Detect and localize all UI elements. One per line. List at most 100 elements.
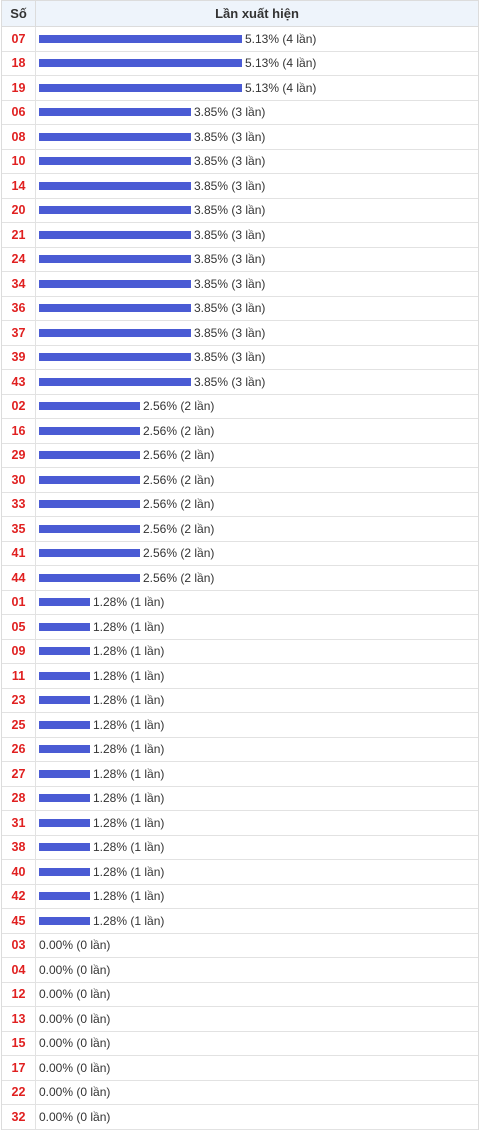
frequency-bar [39, 328, 191, 337]
bar-value-label: 0.00% (0 lần) [39, 962, 111, 977]
table-row: 26 1.28% (1 lần) [2, 737, 478, 762]
table-row: 02 2.56% (2 lần) [2, 394, 478, 419]
frequency-bar [39, 916, 90, 925]
bar-value-label: 5.13% (4 lần) [245, 31, 317, 46]
row-number: 37 [2, 321, 36, 345]
bar-value-label: 2.56% (2 lần) [143, 497, 215, 512]
bar-value-label: 1.28% (1 lần) [93, 693, 165, 708]
table-row: 10 3.85% (3 lần) [2, 149, 478, 174]
bar-value-label: 1.28% (1 lần) [93, 815, 165, 830]
row-number: 08 [2, 125, 36, 149]
row-value-cell: 3.85% (3 lần) [36, 272, 478, 296]
table-row: 35 2.56% (2 lần) [2, 517, 478, 542]
row-value-cell: 1.28% (1 lần) [36, 860, 478, 884]
table-row: 07 5.13% (4 lần) [2, 27, 478, 52]
row-value-cell: 1.28% (1 lần) [36, 836, 478, 860]
table-row: 29 2.56% (2 lần) [2, 443, 478, 468]
row-number: 30 [2, 468, 36, 492]
row-value-cell: 2.56% (2 lần) [36, 566, 478, 590]
frequency-bar [39, 181, 191, 190]
row-value-cell: 2.56% (2 lần) [36, 517, 478, 541]
frequency-bar [39, 549, 140, 558]
row-value-cell: 1.28% (1 lần) [36, 664, 478, 688]
table-row: 16 2.56% (2 lần) [2, 419, 478, 444]
row-value-cell: 0.00% (0 lần) [36, 1081, 478, 1105]
row-value-cell: 3.85% (3 lần) [36, 346, 478, 370]
row-value-cell: 0.00% (0 lần) [36, 1105, 478, 1129]
row-number: 41 [2, 541, 36, 565]
row-value-cell: 3.85% (3 lần) [36, 150, 478, 174]
table-row: 44 2.56% (2 lần) [2, 566, 478, 591]
table-row: 24 3.85% (3 lần) [2, 247, 478, 272]
row-value-cell: 1.28% (1 lần) [36, 713, 478, 737]
row-value-cell: 0.00% (0 lần) [36, 983, 478, 1007]
frequency-bar [39, 745, 90, 754]
frequency-bar [39, 353, 191, 362]
row-value-cell: 0.00% (0 lần) [36, 1056, 478, 1080]
frequency-bar [39, 230, 191, 239]
row-value-cell: 3.85% (3 lần) [36, 174, 478, 198]
row-value-cell: 1.28% (1 lần) [36, 885, 478, 909]
row-number: 22 [2, 1080, 36, 1104]
frequency-bar [39, 255, 191, 264]
bar-value-label: 2.56% (2 lần) [143, 570, 215, 585]
frequency-bar [39, 769, 90, 778]
table-row: 13 0.00% (0 lần) [2, 1007, 478, 1032]
bar-value-label: 0.00% (0 lần) [39, 938, 111, 953]
row-number: 32 [2, 1105, 36, 1129]
frequency-bar [39, 867, 90, 876]
row-value-cell: 3.85% (3 lần) [36, 101, 478, 125]
row-number: 44 [2, 566, 36, 590]
row-value-cell: 1.28% (1 lần) [36, 689, 478, 713]
table-row: 18 5.13% (4 lần) [2, 51, 478, 76]
bar-value-label: 5.13% (4 lần) [245, 80, 317, 95]
table-row: 27 1.28% (1 lần) [2, 762, 478, 787]
row-value-cell: 3.85% (3 lần) [36, 125, 478, 149]
table-body: 07 5.13% (4 lần) 18 5.13% (4 lần) 19 5.13% (4… [2, 27, 478, 1130]
row-number: 36 [2, 296, 36, 320]
row-number: 05 [2, 615, 36, 639]
row-value-cell: 1.28% (1 lần) [36, 762, 478, 786]
row-value-cell: 3.85% (3 lần) [36, 248, 478, 272]
row-value-cell: 2.56% (2 lần) [36, 493, 478, 517]
bar-value-label: 1.28% (1 lần) [93, 913, 165, 928]
row-value-cell: 1.28% (1 lần) [36, 811, 478, 835]
bar-value-label: 0.00% (0 lần) [39, 1011, 111, 1026]
table-row: 08 3.85% (3 lần) [2, 125, 478, 150]
row-value-cell: 1.28% (1 lần) [36, 738, 478, 762]
row-value-cell: 3.85% (3 lần) [36, 297, 478, 321]
frequency-bar [39, 573, 140, 582]
frequency-bar [39, 304, 191, 313]
bar-value-label: 1.28% (1 lần) [93, 889, 165, 904]
table-row: 23 1.28% (1 lần) [2, 688, 478, 713]
bar-value-label: 3.85% (3 lần) [194, 325, 266, 340]
bar-value-label: 0.00% (0 lần) [39, 1060, 111, 1075]
bar-value-label: 3.85% (3 lần) [194, 301, 266, 316]
row-value-cell: 2.56% (2 lần) [36, 468, 478, 492]
bar-value-label: 3.85% (3 lần) [194, 129, 266, 144]
table-row: 14 3.85% (3 lần) [2, 174, 478, 199]
row-value-cell: 1.28% (1 lần) [36, 640, 478, 664]
bar-value-label: 1.28% (1 lần) [93, 840, 165, 855]
bar-value-label: 0.00% (0 lần) [39, 1109, 111, 1124]
row-number: 15 [2, 1031, 36, 1055]
table-row: 21 3.85% (3 lần) [2, 223, 478, 248]
table-row: 20 3.85% (3 lần) [2, 198, 478, 223]
frequency-bar [39, 59, 242, 68]
frequency-bar [39, 83, 242, 92]
row-number: 33 [2, 492, 36, 516]
bar-value-label: 1.28% (1 lần) [93, 766, 165, 781]
bar-value-label: 2.56% (2 lần) [143, 472, 215, 487]
table-row: 43 3.85% (3 lần) [2, 370, 478, 395]
bar-value-label: 1.28% (1 lần) [93, 595, 165, 610]
row-number: 20 [2, 198, 36, 222]
table-row: 22 0.00% (0 lần) [2, 1080, 478, 1105]
table-row: 09 1.28% (1 lần) [2, 639, 478, 664]
row-value-cell: 5.13% (4 lần) [36, 52, 478, 76]
row-number: 13 [2, 1007, 36, 1031]
table-row: 32 0.00% (0 lần) [2, 1105, 478, 1130]
table-row: 25 1.28% (1 lần) [2, 713, 478, 738]
row-number: 09 [2, 639, 36, 663]
frequency-bar [39, 892, 90, 901]
row-number: 11 [2, 664, 36, 688]
